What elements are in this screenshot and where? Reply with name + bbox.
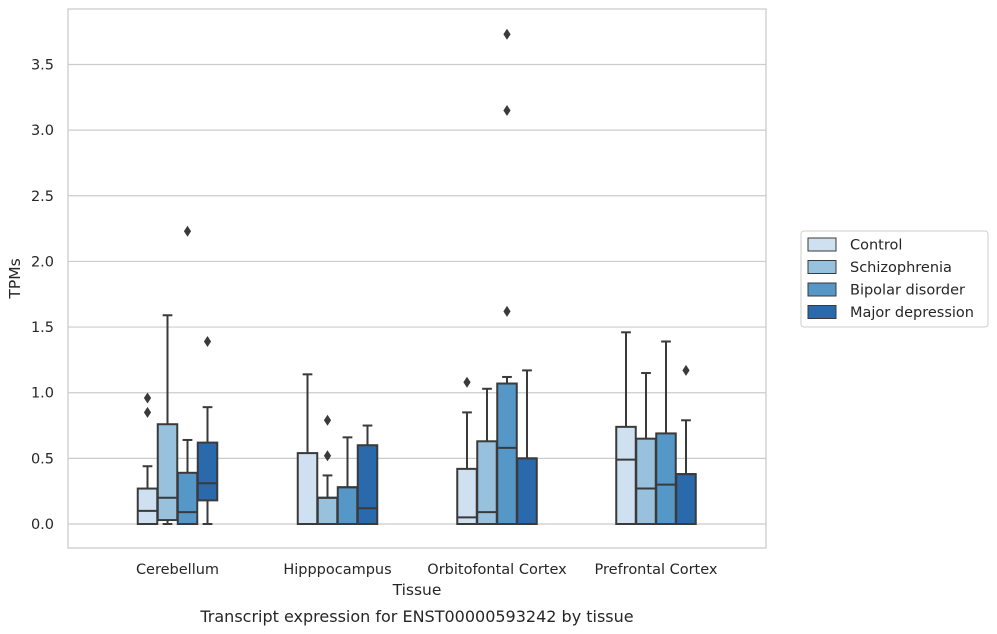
- iqr-box: [176, 471, 199, 526]
- outlier-marker: [203, 336, 212, 348]
- y-tick-label: 3.5: [31, 58, 54, 74]
- box-control: [296, 373, 319, 525]
- legend: Control Schizophrenia Bipolar disorder Majo…: [800, 230, 989, 328]
- box-control: [136, 392, 159, 525]
- x-tick-label: Cerebellum: [136, 562, 219, 578]
- box-bipolar-disorder: [496, 28, 518, 525]
- outlier-marker: [463, 376, 471, 388]
- iqr-box: [336, 486, 359, 525]
- iqr-box: [136, 487, 159, 525]
- legend-label: Major depression: [850, 305, 974, 321]
- box-bipolar-disorder: [176, 225, 199, 526]
- outlier-marker: [183, 225, 192, 237]
- y-tick-labels: 0.0 0.5 1.0 1.5 2.0 2.5 3.0 3.5: [31, 58, 54, 534]
- outlier-marker: [503, 28, 511, 40]
- box-control: [615, 331, 637, 525]
- y-tick-label: 0.0: [31, 517, 54, 533]
- iqr-box: [296, 452, 319, 525]
- box-schizophrenia: [316, 414, 339, 526]
- x-tick-label: Orbitofontal Cortex: [427, 562, 567, 578]
- box-bipolar-disorder: [336, 436, 359, 525]
- y-tick-label: 1.5: [31, 320, 54, 336]
- legend-frame: [800, 230, 989, 328]
- legend-label: Schizophrenia: [850, 260, 952, 276]
- box-major-depression: [356, 424, 379, 526]
- legend-label: Bipolar disorder: [850, 283, 965, 299]
- y-axis-label: TPMs: [6, 258, 24, 299]
- box-schizophrenia: [156, 314, 179, 525]
- outlier-marker: [323, 450, 332, 462]
- iqr-box: [316, 496, 339, 526]
- iqr-box: [635, 437, 657, 525]
- box-control: [456, 376, 478, 525]
- legend-swatch: [807, 260, 837, 274]
- outlier-marker: [682, 364, 690, 376]
- x-tick-label: Hipppocampus: [283, 562, 391, 578]
- iqr-box: [496, 382, 518, 525]
- x-axis-label: Tissue: [392, 581, 442, 599]
- iqr-box: [655, 432, 677, 526]
- iqr-box: [516, 457, 538, 526]
- legend-swatch: [807, 237, 837, 252]
- iqr-box: [615, 425, 637, 525]
- x-tick-labels: Cerebellum Hipppocampus Orbitofontal Corte…: [136, 562, 718, 578]
- box-bipolar-disorder: [655, 340, 677, 526]
- iqr-box: [156, 423, 179, 522]
- y-tick-label: 2.5: [31, 189, 54, 205]
- y-tick-label: 0.5: [31, 451, 54, 467]
- chart-caption: Transcript expression for ENST0000059324…: [199, 607, 633, 626]
- plot-frame: [67, 8, 767, 549]
- legend-label: Control: [850, 238, 902, 254]
- outlier-marker: [143, 406, 152, 418]
- boxes: [136, 28, 697, 526]
- outlier-marker: [503, 104, 511, 116]
- x-tick-label: Prefrontal Cortex: [595, 562, 718, 578]
- legend-swatch: [807, 305, 837, 319]
- gridlines: [68, 63, 766, 525]
- y-tick-label: 3.0: [31, 123, 54, 139]
- iqr-box: [675, 473, 697, 525]
- box-schizophrenia: [635, 372, 657, 525]
- iqr-box: [356, 444, 379, 526]
- box-major-depression: [196, 336, 219, 525]
- box-schizophrenia: [476, 387, 498, 526]
- outlier-marker: [503, 305, 511, 317]
- box-major-depression: [675, 364, 697, 525]
- legend-swatch: [807, 282, 837, 297]
- outlier-marker: [323, 414, 332, 426]
- y-tick-label: 2.0: [31, 254, 54, 270]
- iqr-box: [196, 441, 219, 502]
- outlier-marker: [143, 392, 152, 404]
- iqr-box: [456, 467, 478, 525]
- y-tick-label: 1.0: [31, 386, 54, 402]
- box-major-depression: [516, 369, 538, 526]
